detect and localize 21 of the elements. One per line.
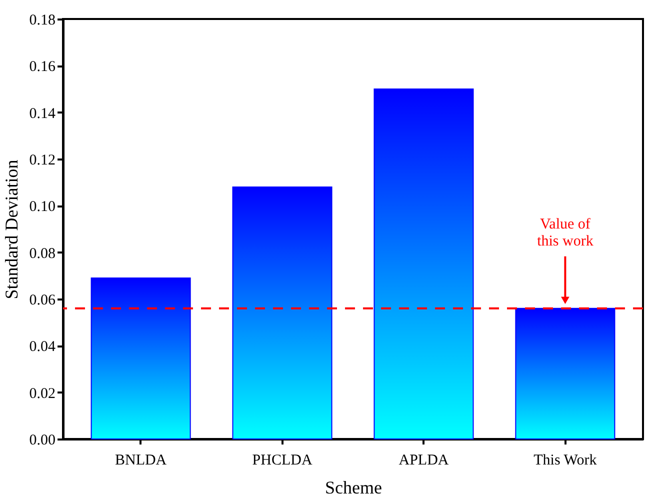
y-tick-label: 0.00 xyxy=(29,432,56,448)
annotation: Value of this work xyxy=(537,216,594,250)
x-axis-title: Scheme xyxy=(325,478,382,498)
x-tick-label: BNLDA xyxy=(114,452,167,468)
y-tick-label: 0.06 xyxy=(29,292,56,308)
bar xyxy=(515,308,616,440)
bar xyxy=(90,278,191,440)
y-tick-label: 0.10 xyxy=(29,199,56,216)
y-tick-label: 0.18 xyxy=(29,12,56,28)
y-tick-label: 0.12 xyxy=(29,152,56,168)
x-tick-label: This Work xyxy=(534,452,598,468)
bar xyxy=(232,186,332,440)
y-tick-label: 0.08 xyxy=(29,246,56,262)
y-tick-label: 0.04 xyxy=(29,339,56,356)
y-tick-label: 0.14 xyxy=(29,106,56,122)
y-axis-title: Standard Deviation xyxy=(1,160,22,300)
y-tick-label: 0.16 xyxy=(29,59,56,76)
x-tick-label: PHCLDA xyxy=(252,452,312,468)
x-tick-label: APLDA xyxy=(398,452,449,468)
y-tick-label: 0.02 xyxy=(29,386,56,402)
bar xyxy=(374,88,474,440)
